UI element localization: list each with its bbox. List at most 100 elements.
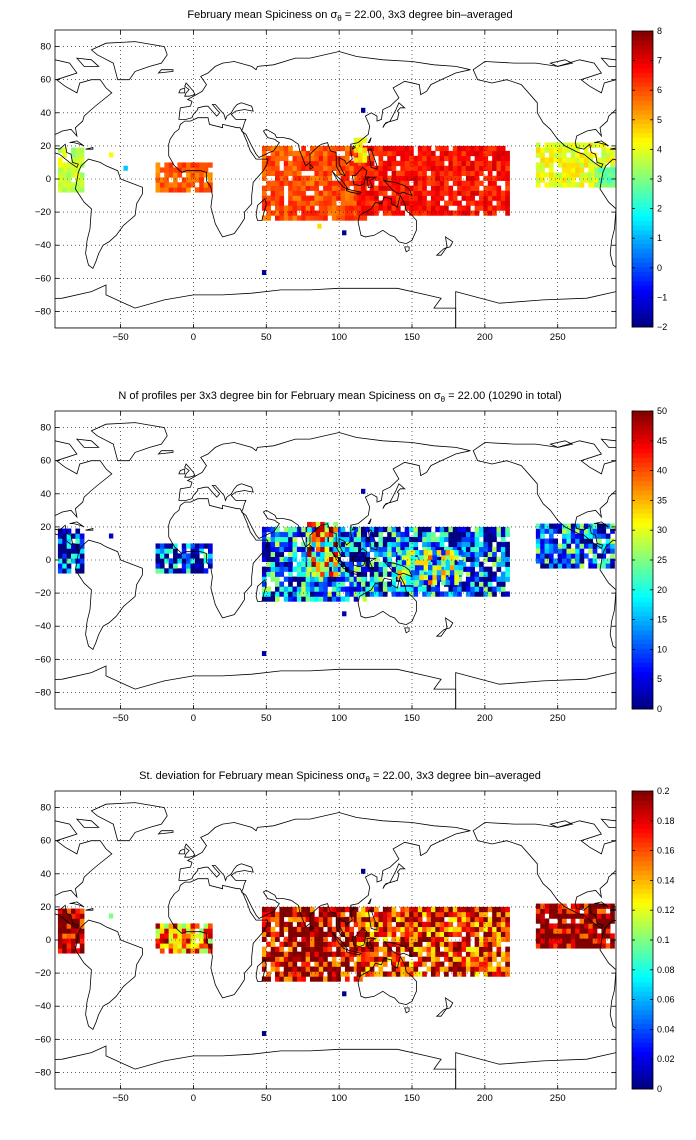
coastline [168,498,269,619]
data-cell [422,180,427,186]
data-cell [483,145,489,152]
data-cell [305,971,311,977]
colorbar-swatch [632,262,653,268]
data-cell [288,951,293,957]
data-cell [382,526,388,533]
data-cell [340,200,346,206]
data-cell [454,555,459,561]
data-cell [266,546,271,553]
data-cell [461,190,467,196]
data-cell [548,903,554,909]
data-cell [413,961,419,967]
data-cell [62,938,67,944]
data-cell [283,976,289,982]
data-cell [557,913,563,919]
data-cell [413,165,419,172]
data-cell [544,943,550,949]
data-cell [579,938,585,944]
data-cell [270,145,276,152]
colorbar-swatch [632,165,653,171]
data-cell [426,175,432,181]
data-cell [583,913,589,919]
data-cell [435,205,440,211]
data-cell [279,185,285,191]
data-cell [461,531,467,538]
data-cell [301,911,306,918]
data-cell [439,921,445,928]
data-cell [426,586,432,592]
data-cell [422,185,427,191]
colorbar-swatch [632,629,653,635]
colorbar-swatch [632,68,653,74]
colorbar-swatch [632,573,653,580]
data-cell [301,961,306,967]
colorbar-swatch [632,560,653,566]
data-cell [422,145,427,152]
data-cell [164,177,169,183]
data-cell [292,951,298,957]
data-cell [340,951,346,957]
data-cell [400,591,406,597]
data-cell [439,961,445,967]
data-cell [279,916,285,923]
data-cell [310,205,315,211]
data-cell [409,190,414,196]
chart-panel-spiciness-mean: February mean Spiciness on σθ = 22.00, 3… [35,9,667,343]
data-cell [562,172,567,178]
data-cell [592,553,598,559]
data-cell [296,195,302,201]
coastline [331,551,349,571]
data-cell [570,553,576,559]
colorbar-swatch [632,856,653,862]
data-cell [66,923,72,929]
colorbar-swatch [632,466,653,472]
data-cell [283,966,289,972]
data-cell [361,107,366,113]
data-cell [409,931,414,937]
data-cell [283,205,289,211]
data-cell [340,526,346,533]
data-cell [391,190,397,196]
data-cell [288,526,293,533]
data-cell [331,956,337,962]
coastline [178,812,471,938]
colorbar-swatch [632,508,653,514]
data-cell [292,946,298,952]
data-cell [540,548,545,554]
data-cell [483,951,489,957]
data-cell [155,167,161,173]
data-cell [327,150,333,157]
data-cell [57,157,63,163]
coastline [351,906,356,912]
data-cell [553,523,559,529]
data-cell [279,180,285,186]
data-cell [374,911,379,918]
data-cell [310,576,315,582]
data-cell [457,165,462,172]
data-cell [361,576,366,582]
data-cell [610,528,615,534]
data-cell [155,933,161,939]
data-cell [353,961,359,967]
data-cell [496,911,502,918]
data-cell [544,903,550,909]
data-cell [336,551,341,557]
data-cell [444,145,449,152]
data-cell [305,576,311,582]
data-cell [444,966,449,972]
colorbar-swatch [632,132,653,138]
colorbar-tick-label: 8 [657,26,662,36]
data-cell [358,147,363,153]
data-cell [283,561,289,567]
coastline [404,246,410,253]
data-cell [395,971,401,977]
data-cell [307,526,312,533]
data-cell [439,936,445,942]
data-cell [194,177,200,183]
data-cell [374,200,379,206]
data-cell [296,956,302,962]
data-cell [296,971,302,977]
colorbar-swatch [632,86,653,92]
data-cell [457,971,462,977]
colorbar-swatch [632,671,653,677]
